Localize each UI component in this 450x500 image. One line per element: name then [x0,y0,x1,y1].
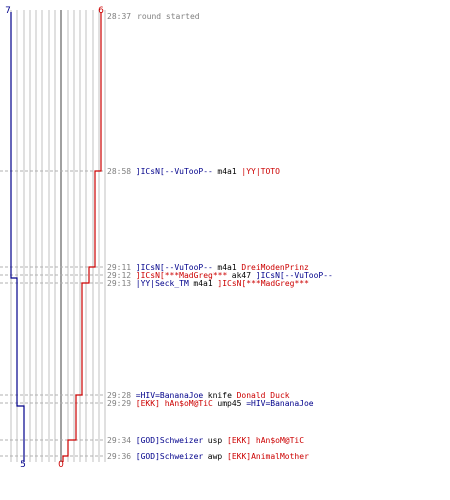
killer-name: |YY|Seck_TM [136,279,189,288]
blue-end-count: 5 [20,460,26,470]
event-time: 29:36 [107,452,131,461]
blue-team-alive-line [10,12,25,462]
event-time: 29:28 [107,391,131,400]
red-end-count: 0 [58,460,64,470]
event-time: 29:13 [107,279,131,288]
weapon-name: m4a1 [217,263,236,272]
killer-name: ]ICsN[--VuTooP-- [136,167,213,176]
victim-name: =HIV=BananaJoe [246,399,314,408]
event-time: 29:12 [107,271,131,280]
kill-event-row: 29:29 [EKK] hAn$oM@TiC ump45 =HIV=BananaJoe [107,399,314,408]
weapon-name: m4a1 [193,279,212,288]
round-start-row: 28:37 round started [107,12,200,21]
weapon-name: m4a1 [217,167,236,176]
kill-events: 28:58 ]ICsN[--VuTooP-- m4a1 |YY|TOTO 29:11 ]I… [107,167,333,461]
victim-name: ]ICsN[***MadGreg*** [217,279,309,288]
kill-event-row: 29:13 |YY|Seck_TM m4a1 ]ICsN[***MadGreg*** [107,279,309,288]
red-team-alive-line [62,12,102,462]
victim-name: DreiModenPrinz [241,263,309,272]
killer-name: [GOD]Schweizer [136,452,204,461]
player-count-lines [10,12,102,462]
timeline-grid [10,10,106,462]
weapon-name: ak47 [232,271,251,280]
round-start-time: 28:37 [107,12,131,21]
event-time: 29:34 [107,436,131,445]
event-time: 29:11 [107,263,131,272]
kill-event-row: 29:28 =HIV=BananaJoe knife Donald Duck [107,391,290,400]
kill-event-row: 29:36 [GOD]Schweizer awp [EKK]AnimalMother [107,452,309,461]
victim-name: [EKK] hAn$oM@TiC [227,436,304,445]
event-guide-lines [0,170,104,457]
victim-name: Donald Duck [237,391,290,400]
victim-name: ]ICsN[--VuTooP-- [256,271,333,280]
kill-event-row: 29:34 [GOD]Schweizer usp [EKK] hAn$oM@TiC [107,436,304,445]
weapon-name: ump45 [217,399,241,408]
killer-name: ]ICsN[***MadGreg*** [136,271,228,280]
event-time: 28:58 [107,167,131,176]
killer-name: ]ICsN[--VuTooP-- [136,263,213,272]
kill-event-row: 29:12 ]ICsN[***MadGreg*** ak47 ]ICsN[--VuTo… [107,271,333,280]
round-start-text: round started [137,12,200,21]
weapon-name: usp [208,436,223,445]
killer-name: =HIV=BananaJoe [136,391,204,400]
event-time: 29:29 [107,399,131,408]
victim-name: [EKK]AnimalMother [227,452,309,461]
killer-name: [GOD]Schweizer [136,436,204,445]
blue-start-count: 7 [5,6,11,16]
weapon-name: awp [208,452,223,461]
killer-name: [EKK] hAn$oM@TiC [136,399,213,408]
kill-event-row: 28:58 ]ICsN[--VuTooP-- m4a1 |YY|TOTO [107,167,280,176]
score-labels: 7 6 5 0 [5,6,104,470]
red-start-count: 6 [98,6,104,16]
victim-name: |YY|TOTO [241,167,280,176]
kill-event-row: 29:11 ]ICsN[--VuTooP-- m4a1 DreiModenPrinz [107,263,309,272]
weapon-name: knife [208,391,232,400]
